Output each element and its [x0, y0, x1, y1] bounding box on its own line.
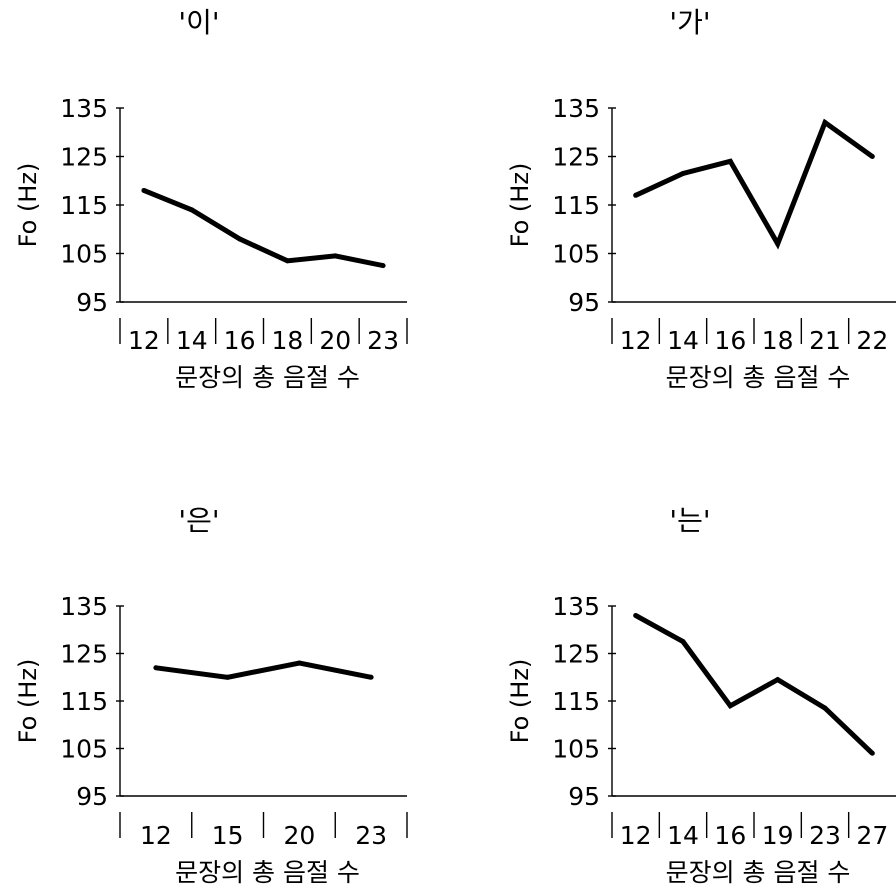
x-tick-label: 21 — [809, 326, 841, 355]
x-tick-label: 15 — [212, 821, 244, 850]
y-tick-label: 115 — [60, 687, 108, 716]
x-tick-label: 23 — [355, 821, 387, 850]
y-tick-label: 95 — [568, 782, 600, 811]
y-tick-label: 135 — [60, 94, 108, 123]
x-tick-label: 22 — [856, 326, 888, 355]
data-point — [822, 705, 828, 711]
y-tick-label: 105 — [60, 735, 108, 764]
y-tick-label: 115 — [552, 687, 600, 716]
y-axis-label: Fo (Hz) — [14, 163, 42, 248]
x-tick-label: 23 — [367, 326, 399, 355]
chart-panel-3: '은' Fo (Hz) 135 125 115 105 95 12 15 20 23 문장의 총 음절… — [14, 504, 408, 887]
x-tick-label: 16 — [224, 326, 256, 355]
x-tick-label: 12 — [140, 821, 172, 850]
data-point — [727, 158, 733, 164]
x-axis-label: 문장의 총 음절 수 — [175, 858, 360, 887]
data-point — [869, 750, 875, 756]
y-tick-label: 95 — [76, 782, 108, 811]
data-point — [380, 263, 386, 269]
data-point — [225, 674, 231, 680]
data-point — [141, 187, 147, 193]
y-tick-label: 135 — [552, 94, 600, 123]
y-tick-label: 115 — [552, 191, 600, 220]
series-line — [142, 188, 384, 269]
x-tick-label: 18 — [762, 326, 794, 355]
y-tick-label: 125 — [60, 143, 108, 172]
y-tick-label: 105 — [552, 240, 600, 269]
chart-panel-1: '이' Fo (Hz) 135 125 115 105 95 12 14 16 18 20 23문장의 … — [14, 6, 408, 392]
y-tick-label: 95 — [76, 288, 108, 317]
x-tick-label: 20 — [283, 821, 315, 850]
chart-title: '이' — [178, 6, 219, 39]
data-point — [869, 154, 875, 159]
data-point — [633, 192, 639, 198]
y-axis-label: Fo (Hz) — [506, 163, 534, 248]
y-tick-label: 125 — [60, 640, 108, 669]
data-point — [332, 253, 338, 259]
x-tick-label: 12 — [620, 821, 652, 850]
x-tick-label: 14 — [176, 326, 208, 355]
series-line — [634, 613, 875, 756]
chart-title: '가' — [669, 6, 710, 39]
series-line — [634, 118, 874, 250]
x-tick-label: 23 — [809, 821, 841, 850]
x-tick-label: 12 — [128, 326, 160, 355]
x-tick-label: 27 — [856, 821, 888, 850]
data-point — [633, 613, 639, 618]
y-tick-label: 95 — [568, 288, 600, 317]
data-point — [680, 170, 686, 176]
x-tick-label: 16 — [714, 326, 746, 355]
x-tick-label: 14 — [667, 326, 699, 355]
data-point — [189, 207, 195, 213]
x-axis-label: 문장의 총 음절 수 — [175, 363, 360, 392]
x-tick-label: 19 — [762, 821, 794, 850]
data-point — [368, 674, 374, 680]
chart-title: '은' — [178, 504, 219, 537]
y-tick-label: 115 — [60, 191, 108, 220]
x-tick-label: 20 — [319, 326, 351, 355]
x-axis-label: 문장의 총 음절 수 — [666, 363, 851, 392]
chart-panel-4: '는' Fo (Hz) 135 125 115 105 95 12 14 16 19 23 27문장의 … — [506, 504, 896, 887]
data-point — [775, 241, 781, 247]
data-point — [237, 236, 243, 242]
data-point — [153, 665, 159, 671]
data-point — [680, 639, 686, 645]
chart-title: '는' — [669, 504, 710, 537]
data-point — [296, 660, 302, 666]
series-line — [155, 660, 372, 680]
y-tick-label: 105 — [60, 240, 108, 269]
y-tick-label: 125 — [552, 143, 600, 172]
data-point — [727, 703, 733, 709]
x-tick-label: 12 — [620, 326, 652, 355]
data-point — [822, 120, 828, 126]
y-axis-label: Fo (Hz) — [14, 659, 42, 744]
x-tick-label: 18 — [272, 326, 304, 355]
y-tick-label: 105 — [552, 735, 600, 764]
y-tick-label: 125 — [552, 640, 600, 669]
x-tick-label: 14 — [667, 821, 699, 850]
y-axis-label: Fo (Hz) — [506, 659, 534, 744]
chart-panel-2: '가' Fo (Hz) 135 125 115 105 95 12 14 16 18 21 22문장의 … — [506, 6, 896, 392]
x-tick-label: 16 — [714, 821, 746, 850]
y-tick-label: 135 — [552, 592, 600, 621]
data-point — [775, 677, 781, 683]
x-axis-label: 문장의 총 음절 수 — [666, 858, 851, 887]
y-tick-label: 135 — [60, 592, 108, 621]
data-point — [284, 258, 290, 264]
